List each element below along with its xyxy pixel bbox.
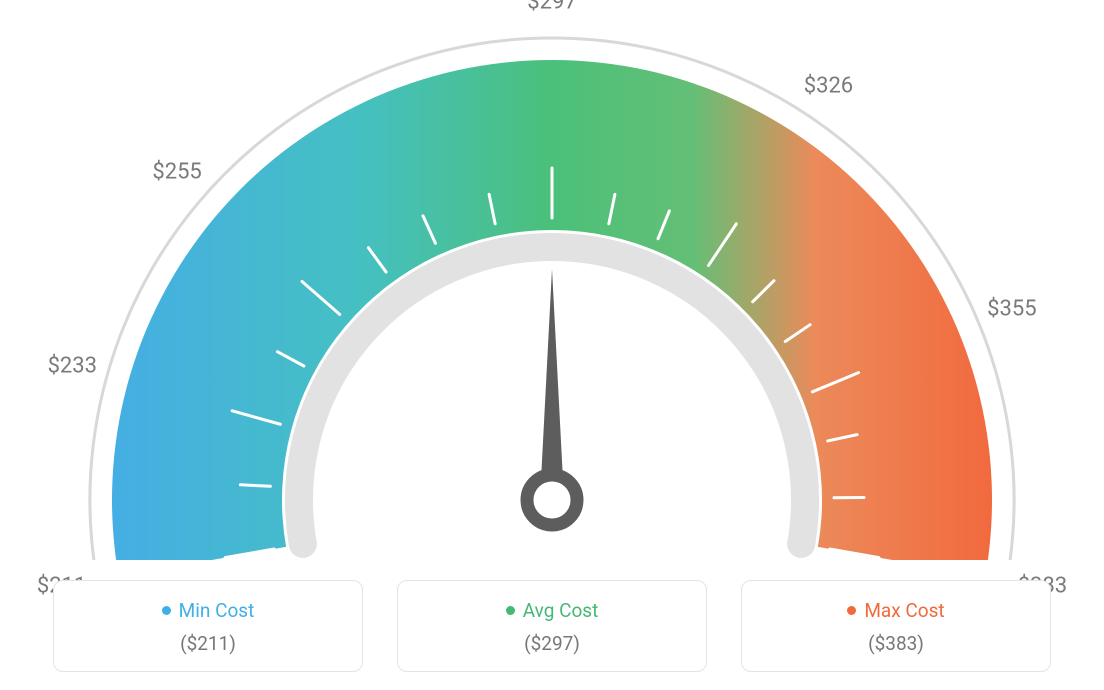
legend-value-min: ($211) xyxy=(64,632,352,655)
legend-label-avg: Avg Cost xyxy=(523,599,599,622)
legend-dot-max xyxy=(847,606,856,615)
legend-label-max: Max Cost xyxy=(864,599,944,622)
legend-row: Min Cost ($211) Avg Cost ($297) Max Cost… xyxy=(0,580,1104,672)
legend-card-max: Max Cost ($383) xyxy=(741,580,1051,672)
legend-dot-min xyxy=(162,606,171,615)
gauge-chart: $211$233$255$297$326$355$383 xyxy=(0,0,1104,560)
legend-value-max: ($383) xyxy=(752,632,1040,655)
legend-value-avg: ($297) xyxy=(408,632,696,655)
cost-gauge-widget: $211$233$255$297$326$355$383 Min Cost ($… xyxy=(0,0,1104,690)
legend-label-min: Min Cost xyxy=(179,599,255,622)
gauge-tick-label: $326 xyxy=(804,73,853,98)
gauge-tick-label: $255 xyxy=(152,160,201,185)
gauge-tick-label: $297 xyxy=(527,0,576,15)
legend-dot-avg xyxy=(506,606,515,615)
gauge-tick-label: $233 xyxy=(48,354,97,379)
gauge-tick-label: $355 xyxy=(987,296,1036,321)
legend-card-avg: Avg Cost ($297) xyxy=(397,580,707,672)
legend-card-min: Min Cost ($211) xyxy=(53,580,363,672)
